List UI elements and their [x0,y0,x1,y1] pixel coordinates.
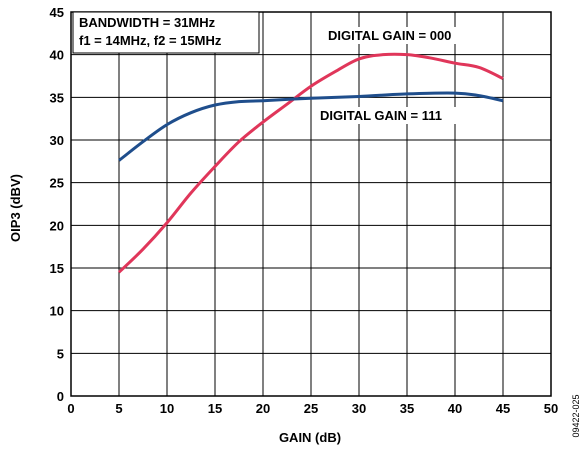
x-tick-label: 40 [448,401,462,416]
y-tick-label: 15 [50,261,64,276]
y-tick-label: 10 [50,304,64,319]
figure-id: 09422-025 [571,394,581,437]
series-line-digital-gain-111 [118,91,504,162]
x-tick-labels: 0 5 10 15 20 25 30 35 40 45 50 [67,401,558,416]
grid [71,12,551,396]
annotation-digital-gain-000: DIGITAL GAIN = 000 [328,28,451,43]
x-tick-label: 25 [304,401,318,416]
y-tick-labels: 0 5 10 15 20 25 30 35 40 45 [50,5,64,404]
y-tick-label: 0 [57,389,64,404]
x-tick-label: 20 [256,401,270,416]
y-axis-title: OIP3 (dBV) [8,174,23,242]
x-tick-label: 15 [208,401,222,416]
x-tick-label: 35 [400,401,414,416]
annotation-frequencies: f1 = 14MHz, f2 = 15MHz [79,33,222,48]
y-tick-label: 25 [50,176,64,191]
x-tick-label: 0 [67,401,74,416]
series-lines [117,52,504,274]
x-tick-label: 5 [115,401,122,416]
annotation-bandwidth: BANDWIDTH = 31MHz [79,15,216,30]
series-line-digital-gain-000 [117,52,504,274]
x-tick-label: 50 [544,401,558,416]
label-bg-gain-111 [316,107,478,124]
x-tick-label: 10 [160,401,174,416]
y-tick-label: 5 [57,346,64,361]
x-axis-title: GAIN (dB) [279,430,341,445]
x-tick-label: 45 [496,401,510,416]
conditions-box [72,11,260,54]
y-tick-label: 30 [50,133,64,148]
y-tick-label: 40 [50,48,64,63]
label-bg-gain-000 [323,27,485,44]
x-tick-label: 30 [352,401,366,416]
y-tick-label: 45 [50,5,64,20]
annotation-digital-gain-111: DIGITAL GAIN = 111 [320,108,442,123]
plot-frame [70,11,552,397]
y-tick-label: 20 [50,218,64,233]
y-tick-label: 35 [50,90,64,105]
